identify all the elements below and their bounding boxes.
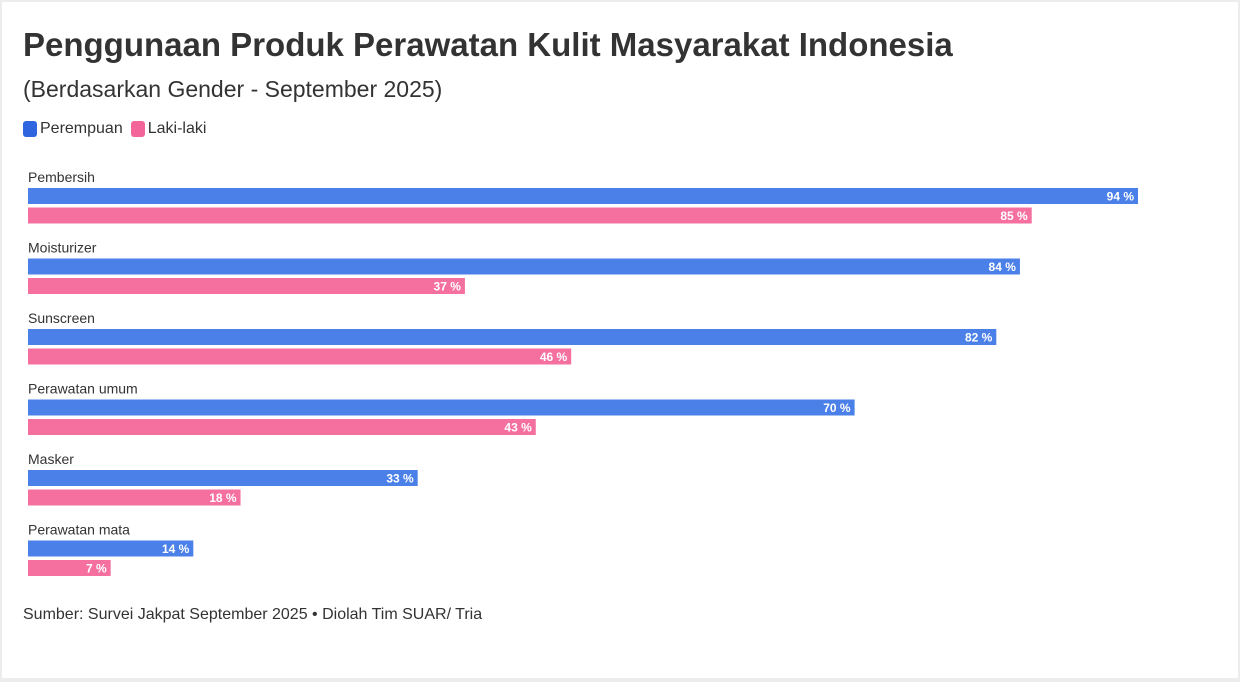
value-label-laki-laki-perawatan-umum: 43 % — [504, 421, 532, 435]
legend-swatch-perempuan — [23, 121, 37, 137]
category-label-sunscreen: Sunscreen — [28, 310, 95, 326]
category-label-masker: Masker — [28, 451, 74, 467]
bar-laki-laki-perawatan-mata[interactable] — [28, 560, 111, 576]
value-label-perempuan-masker: 33 % — [386, 472, 414, 486]
value-label-perempuan-moisturizer: 84 % — [989, 260, 1017, 274]
bar-laki-laki-pembersih[interactable] — [28, 207, 1032, 224]
value-label-perempuan-perawatan-mata: 14 % — [162, 542, 190, 556]
source-note: Sumber: Survei Jakpat September 2025 • D… — [23, 606, 483, 623]
chart-subtitle: (Berdasarkan Gender - September 2025) — [23, 76, 443, 102]
bar-perempuan-moisturizer[interactable] — [28, 258, 1020, 275]
value-label-laki-laki-pembersih: 85 % — [1000, 209, 1028, 223]
value-label-perempuan-pembersih: 94 % — [1107, 190, 1135, 204]
legend-swatch-laki-laki — [130, 121, 145, 137]
category-label-moisturizer: Moisturizer — [28, 240, 97, 256]
bar-perempuan-perawatan-mata[interactable] — [28, 540, 194, 557]
category-label-pembersih: Pembersih — [28, 169, 95, 185]
bar-laki-laki-sunscreen[interactable] — [28, 348, 572, 365]
bar-perempuan-sunscreen[interactable] — [28, 329, 997, 345]
legend-item-laki-laki[interactable]: Laki-laki — [130, 120, 207, 138]
value-label-laki-laki-perawatan-mata: 7 % — [86, 562, 107, 576]
legend-label-laki-laki: Laki-laki — [147, 120, 207, 137]
bar-perempuan-perawatan-umum[interactable] — [28, 399, 855, 416]
chart-title: Penggunaan Produk Perawatan Kulit Masyar… — [23, 26, 953, 63]
bar-perempuan-masker[interactable] — [28, 470, 418, 486]
bar-perempuan-pembersih[interactable] — [28, 188, 1138, 204]
bar-laki-laki-moisturizer[interactable] — [28, 278, 465, 294]
value-label-perempuan-perawatan-umum: 70 % — [823, 401, 851, 415]
legend-item-perempuan[interactable]: Perempuan — [23, 120, 123, 138]
category-label-perawatan-umum: Perawatan umum — [28, 381, 138, 397]
value-label-laki-laki-moisturizer: 37 % — [434, 280, 462, 294]
legend: Perempuan Laki-laki — [23, 120, 206, 138]
value-label-laki-laki-sunscreen: 46 % — [540, 350, 568, 364]
value-label-laki-laki-masker: 18 % — [209, 491, 237, 505]
bar-laki-laki-masker[interactable] — [28, 489, 241, 506]
bar-laki-laki-perawatan-umum[interactable] — [28, 419, 536, 435]
legend-label-perempuan: Perempuan — [40, 120, 123, 137]
value-label-perempuan-sunscreen: 82 % — [965, 331, 993, 345]
category-label-perawatan-mata: Perawatan mata — [28, 522, 130, 538]
bar-chart: Pembersih 94 % 85 % Moisturizer 84 % 37 % Suns… — [28, 169, 1138, 576]
